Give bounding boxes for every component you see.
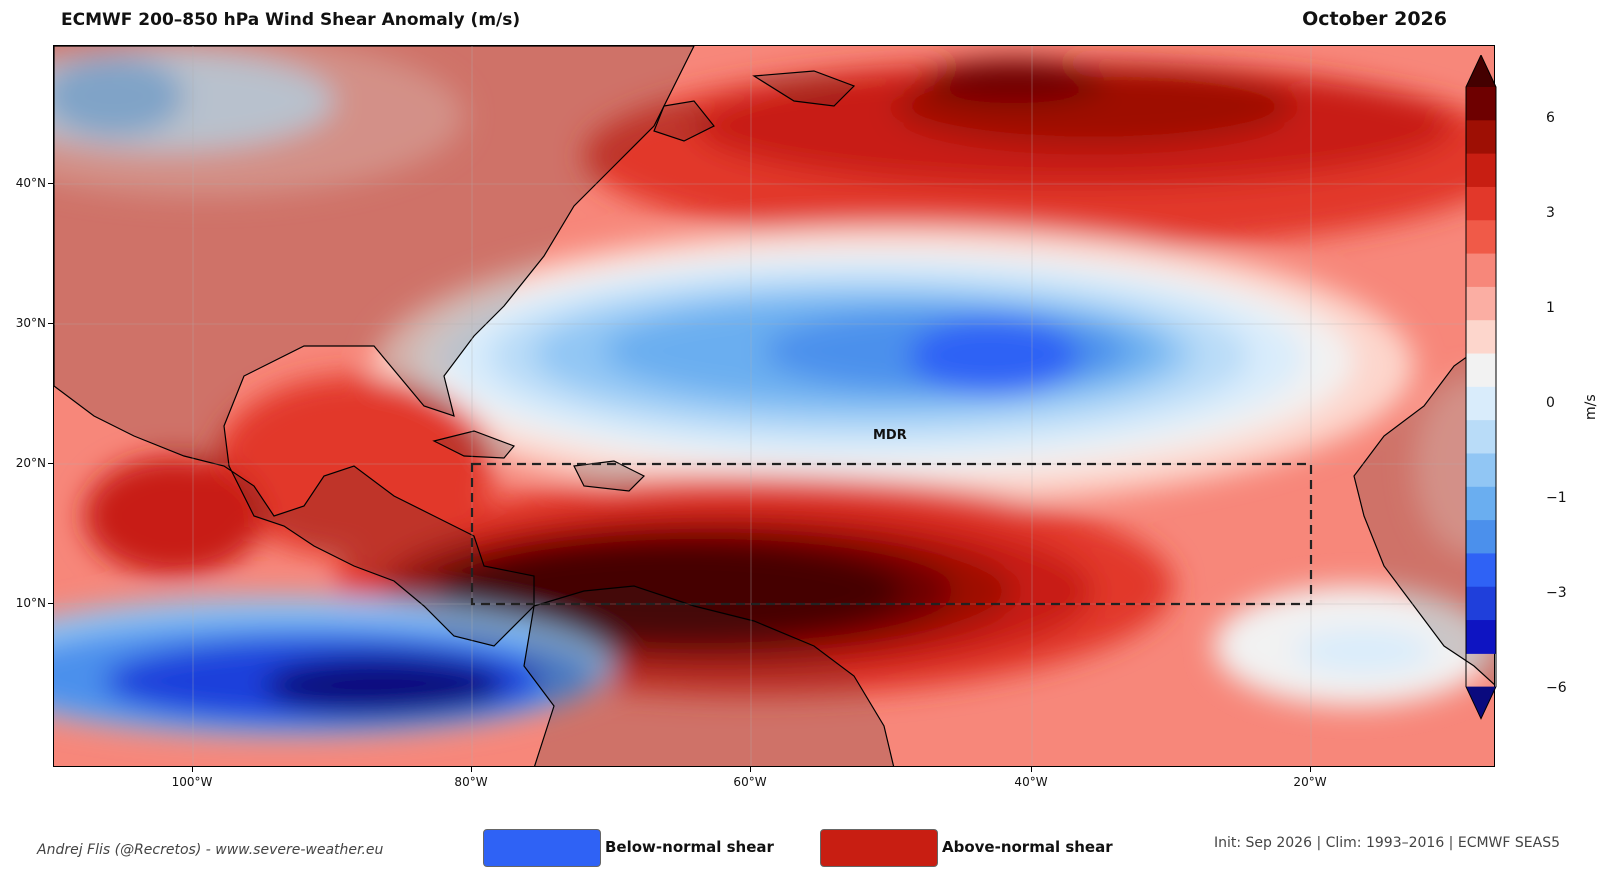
shear-anomaly-map — [53, 45, 1495, 767]
lat-label-30n: 30°N — [15, 316, 46, 330]
mdr-box — [470, 462, 1313, 606]
colorbar-tick-label: 1 — [1546, 300, 1555, 316]
land-masses — [54, 46, 1494, 766]
colorbar-segment — [1466, 420, 1496, 454]
colorbar-segment — [1466, 620, 1496, 654]
lon-label-100w: 100°W — [171, 775, 213, 789]
colorbar-segment — [1466, 186, 1496, 221]
colorbar-segment — [1466, 520, 1496, 554]
lat-tick — [48, 463, 53, 464]
author-credit: Andrej Flis (@Recretos) - www.severe-wea… — [37, 842, 384, 858]
colorbar-tick-label: 3 — [1546, 205, 1555, 221]
colorbar-outline — [1465, 55, 1497, 720]
lat-tick — [48, 603, 53, 604]
colorbar-segment — [1466, 286, 1496, 321]
lat-label-10n: 10°N — [15, 596, 46, 610]
colorbar-segment — [1466, 220, 1496, 255]
forecast-date: October 2026 — [1302, 8, 1447, 30]
lon-tick — [750, 767, 751, 772]
forecast-metadata: Init: Sep 2026 | Clim: 1993–2016 | ECMWF… — [1213, 835, 1560, 851]
colorbar-segment — [1466, 586, 1496, 621]
mdr-label: MDR — [873, 428, 907, 443]
colorbar-segment — [1466, 386, 1496, 421]
lon-tick — [192, 767, 193, 772]
lon-label-60w: 60°W — [733, 775, 767, 789]
colorbar-tick-label: 6 — [1546, 110, 1555, 126]
lon-tick — [1031, 767, 1032, 772]
lon-label-20w: 20°W — [1293, 775, 1327, 789]
colorbar-unit: m/s — [1583, 394, 1599, 420]
colorbar-tick-label: 0 — [1546, 395, 1555, 411]
colorbar-tick-label: −6 — [1546, 680, 1567, 696]
lon-label-40w: 40°W — [1014, 775, 1048, 789]
colorbar — [1465, 55, 1497, 720]
lat-label-40n: 40°N — [15, 176, 46, 190]
lon-tick — [1310, 767, 1311, 772]
colorbar-segment — [1466, 686, 1496, 719]
colorbar-tick-label: −1 — [1546, 490, 1567, 506]
colorbar-segment — [1466, 453, 1496, 488]
legend-above-label: Above-normal shear — [942, 838, 1113, 856]
lon-tick — [471, 767, 472, 772]
map-canvas — [54, 46, 1494, 766]
lat-label-20n: 20°N — [15, 456, 46, 470]
colorbar-segment — [1466, 253, 1496, 288]
colorbar-segment — [1466, 87, 1496, 121]
colorbar-segment — [1466, 553, 1496, 588]
legend-below-swatch — [483, 829, 601, 867]
colorbar-segment — [1466, 55, 1496, 87]
colorbar-segment — [1466, 320, 1496, 355]
lon-label-80w: 80°W — [454, 775, 488, 789]
legend-below-label: Below-normal shear — [605, 838, 774, 856]
anomaly-contours — [54, 46, 1494, 736]
lat-tick — [48, 323, 53, 324]
colorbar-segment — [1466, 153, 1496, 188]
lat-tick — [48, 183, 53, 184]
map-title: ECMWF 200–850 hPa Wind Shear Anomaly (m/… — [61, 10, 521, 30]
colorbar-segment — [1466, 120, 1496, 155]
colorbar-segment — [1466, 486, 1496, 521]
colorbar-tick-label: −3 — [1546, 585, 1567, 601]
legend-above-swatch — [820, 829, 938, 867]
colorbar-segment — [1466, 353, 1496, 388]
